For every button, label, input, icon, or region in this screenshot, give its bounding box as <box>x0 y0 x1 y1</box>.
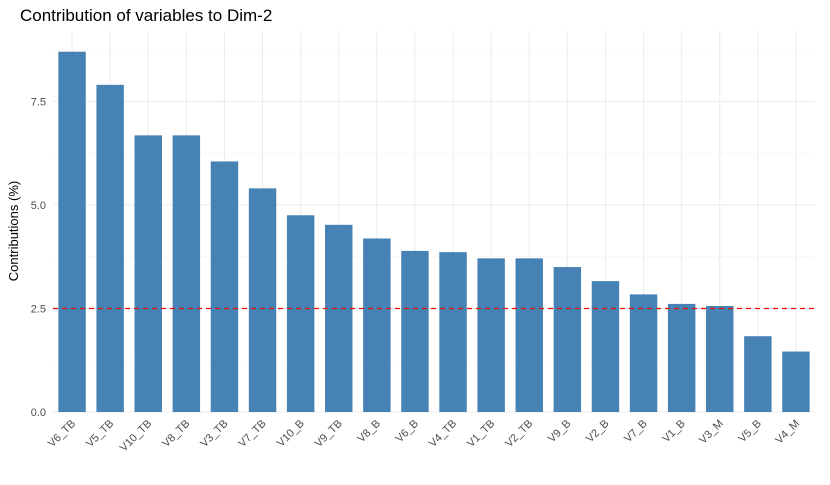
bar-v6-b <box>401 250 429 412</box>
chart-title: Contribution of variables to Dim-2 <box>20 6 272 25</box>
x-tick-label: V8_TB <box>160 418 192 450</box>
bar-v1-tb <box>477 258 505 412</box>
y-axis-label: Contributions (%) <box>6 181 21 281</box>
x-tick-label: V4_M <box>773 418 802 447</box>
bars <box>58 51 810 413</box>
bar-v10-tb <box>134 135 162 412</box>
x-tick-label: V5_TB <box>84 418 116 450</box>
x-tick-label: V3_TB <box>198 418 230 450</box>
x-tick-label: V10_B <box>275 418 307 450</box>
bar-v7-tb <box>248 188 277 412</box>
y-tick-label: 2.5 <box>31 303 46 315</box>
x-tick-label: V4_TB <box>427 418 459 450</box>
bar-v2-tb <box>515 258 543 412</box>
bar-v9-tb <box>325 224 353 412</box>
x-tick-label: V2_TB <box>503 418 535 450</box>
x-tick-labels: V6_TB V5_TB V10_TB V8_TB V3_TB V7_TB V10_B V9_T… <box>46 418 802 455</box>
y-tick-label: 0.0 <box>31 407 46 419</box>
x-tick-label: V6_TB <box>46 418 78 450</box>
x-tick-label: V2_B <box>584 418 612 446</box>
x-tick-label: V7_B <box>622 418 650 446</box>
x-tick-label: V8_B <box>355 418 383 446</box>
bar-v9-b <box>553 267 582 412</box>
bar-v8-b <box>363 238 391 412</box>
y-tick-labels: 0.0 2.5 5.0 7.5 <box>31 96 46 419</box>
y-tick-label: 7.5 <box>31 96 46 108</box>
x-tick-label: V5_B <box>736 418 764 446</box>
bar-v7-b <box>629 294 658 412</box>
bar-v5-tb <box>96 84 124 412</box>
bar-v10-b <box>286 215 315 412</box>
y-tick-label: 5.0 <box>31 200 46 212</box>
bar-v4-tb <box>439 252 467 412</box>
bar-v3-tb <box>210 161 239 412</box>
x-tick-label: V9_B <box>546 418 574 446</box>
x-tick-label: V1_TB <box>465 418 497 450</box>
x-tick-label: V9_TB <box>313 418 345 450</box>
x-tick-label: V7_TB <box>236 418 268 450</box>
bar-v2-b <box>591 281 620 412</box>
bar-v3-m <box>706 305 734 412</box>
bar-v4-m <box>782 351 810 412</box>
grid <box>53 31 815 413</box>
x-tick-label: V1_B <box>660 418 688 446</box>
x-tick-label: V6_B <box>394 418 422 446</box>
bar-v5-b <box>744 336 772 412</box>
bar-v8-tb <box>172 135 201 412</box>
x-tick-label: V3_M <box>697 418 726 447</box>
bar-v1-b <box>667 303 696 412</box>
x-tick-label: V10_TB <box>118 418 155 455</box>
bar-v6-tb <box>58 51 86 413</box>
